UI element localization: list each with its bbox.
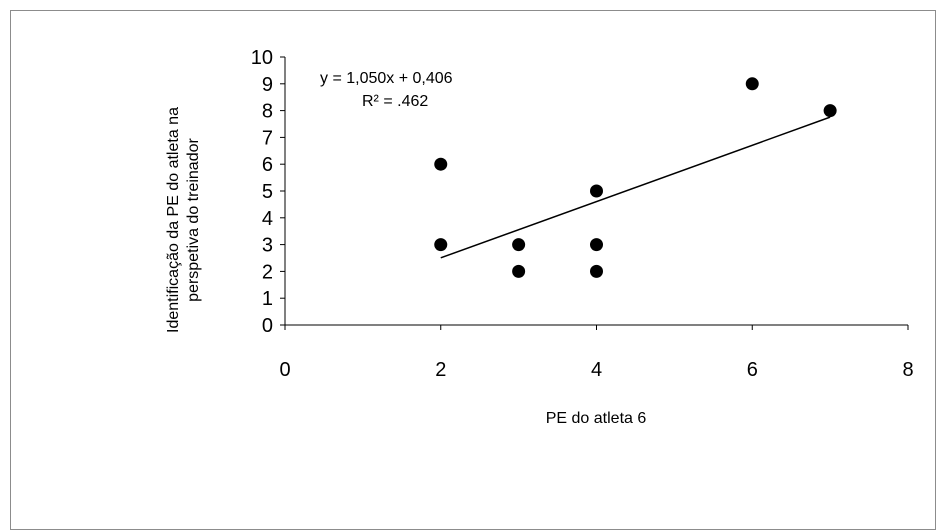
x-tick-label: 2 bbox=[435, 359, 446, 381]
y-axis-title-line-2: perspetiva do treinador bbox=[185, 138, 202, 302]
equation-label: y = 1,050x + 0,406 bbox=[320, 70, 453, 87]
data-point bbox=[590, 184, 603, 198]
y-tick-label: 3 bbox=[262, 235, 273, 257]
y-ticks: 0 1 2 3 4 5 6 7 8 9 10 bbox=[251, 47, 285, 337]
y-tick-label: 5 bbox=[262, 181, 273, 203]
data-point bbox=[512, 264, 526, 278]
y-tick-label: 0 bbox=[262, 315, 273, 337]
y-tick-label: 2 bbox=[262, 261, 273, 283]
y-axis-title-line-1: Identificação da PE do atleta na bbox=[165, 107, 182, 333]
trendline bbox=[440, 116, 831, 259]
y-axis-title: Identificação da PE do atleta na perspet… bbox=[165, 107, 202, 333]
y-tick-label: 10 bbox=[251, 47, 273, 69]
data-point bbox=[745, 77, 759, 91]
y-tick-label: 8 bbox=[262, 101, 273, 123]
r-squared-label: R² = .462 bbox=[362, 93, 428, 110]
data-point bbox=[590, 264, 603, 278]
y-tick-label: 7 bbox=[262, 127, 273, 149]
data-point bbox=[434, 157, 448, 171]
axes: 0 1 2 3 4 5 6 7 8 9 10 0 2 4 6 8 bbox=[251, 47, 914, 381]
y-tick-label: 4 bbox=[262, 208, 273, 230]
data-points bbox=[434, 77, 837, 278]
y-tick-label: 9 bbox=[262, 74, 273, 96]
x-tick-label: 8 bbox=[902, 359, 913, 381]
x-tick-label: 6 bbox=[747, 359, 758, 381]
x-tick-label: 4 bbox=[591, 359, 602, 381]
data-point bbox=[590, 238, 603, 252]
scatter-chart: 0 1 2 3 4 5 6 7 8 9 10 0 2 4 6 8 y = 1,050x + 0,406 R²… bbox=[165, 47, 914, 427]
y-tick-label: 1 bbox=[262, 288, 273, 310]
data-point bbox=[512, 238, 526, 252]
data-point bbox=[823, 104, 837, 118]
x-ticks: 0 2 4 6 8 bbox=[279, 325, 914, 381]
y-tick-label: 6 bbox=[262, 154, 273, 176]
x-tick-label: 0 bbox=[279, 359, 290, 381]
x-axis-title: PE do atleta 6 bbox=[546, 410, 647, 427]
data-point bbox=[434, 238, 448, 252]
